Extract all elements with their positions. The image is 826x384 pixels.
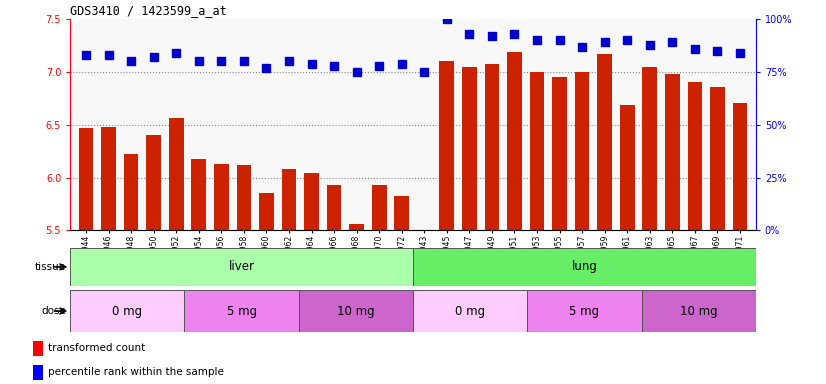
Text: 10 mg: 10 mg	[680, 305, 718, 318]
Bar	[413, 248, 756, 286]
Bar	[124, 154, 139, 230]
Text: 0 mg: 0 mg	[112, 305, 142, 318]
Bar	[485, 64, 499, 230]
Bar	[413, 290, 527, 332]
Text: lung: lung	[572, 260, 597, 273]
Bar	[236, 165, 251, 230]
Bar	[597, 54, 612, 230]
Bar	[78, 128, 93, 230]
Text: tissue: tissue	[35, 262, 66, 272]
Bar	[214, 164, 229, 230]
Text: 10 mg: 10 mg	[337, 305, 375, 318]
Bar	[33, 365, 43, 380]
Text: 5 mg: 5 mg	[226, 305, 257, 318]
Bar	[462, 67, 477, 230]
Text: percentile rank within the sample: percentile rank within the sample	[48, 367, 224, 377]
Bar	[733, 103, 748, 230]
Bar	[417, 230, 432, 252]
Bar	[102, 127, 116, 230]
Bar	[643, 67, 657, 230]
Bar	[192, 159, 206, 230]
Text: dose: dose	[41, 306, 66, 316]
Bar	[299, 290, 413, 332]
Bar	[394, 195, 409, 230]
Bar	[710, 87, 724, 230]
Bar	[33, 341, 43, 356]
Bar	[642, 290, 756, 332]
Bar	[304, 174, 319, 230]
Text: 5 mg: 5 mg	[569, 305, 600, 318]
Text: 0 mg: 0 mg	[455, 305, 485, 318]
Bar	[620, 105, 634, 230]
Bar	[575, 72, 590, 230]
Bar	[527, 290, 642, 332]
Bar	[259, 194, 273, 230]
Bar	[327, 185, 341, 230]
Bar	[665, 74, 680, 230]
Bar	[529, 72, 544, 230]
Text: transformed count: transformed count	[48, 343, 145, 354]
Bar	[553, 77, 567, 230]
Bar	[282, 169, 297, 230]
Text: liver: liver	[229, 260, 254, 273]
Bar	[70, 248, 413, 286]
Bar	[349, 224, 364, 230]
Bar	[507, 52, 522, 230]
Bar	[184, 290, 299, 332]
Text: GDS3410 / 1423599_a_at: GDS3410 / 1423599_a_at	[70, 3, 227, 17]
Bar	[70, 290, 184, 332]
Bar	[439, 61, 454, 230]
Bar	[687, 81, 702, 230]
Bar	[146, 135, 161, 230]
Bar	[372, 185, 387, 230]
Bar	[169, 119, 183, 230]
